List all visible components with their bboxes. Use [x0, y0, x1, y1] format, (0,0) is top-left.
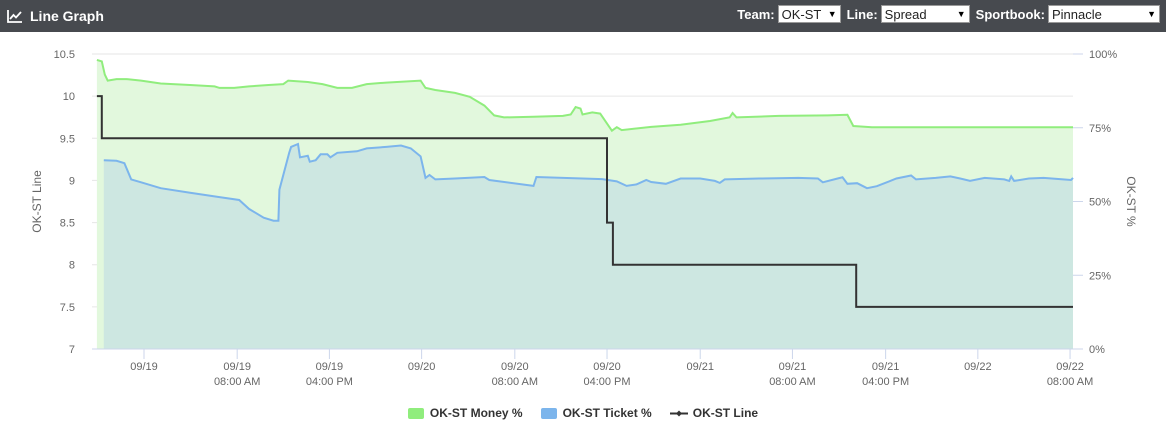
x-axis-tick-label: 09/21 [686, 361, 714, 373]
money-line [96, 58, 1073, 133]
spread-line [96, 95, 1073, 308]
title-area: Line Graph [7, 0, 104, 32]
legend-label-line: OK-ST Line [692, 406, 759, 420]
left-axis-tick-label: 9.5 [60, 133, 75, 145]
ticket-area [103, 144, 1074, 349]
team-select[interactable]: OK-ST ▼ [777, 5, 841, 23]
x-axis-tick-label: 09/22 [964, 361, 992, 373]
team-label: Team: [737, 6, 775, 22]
left-axis-tick-label: 8 [69, 260, 75, 272]
sportbook-select-value: Pinnacle [1052, 6, 1102, 22]
x-axis-tick-label: 04:00 PM [583, 376, 630, 388]
page-title: Line Graph [30, 8, 104, 24]
legend-item-ticket[interactable]: OK-ST Ticket % [540, 406, 652, 420]
legend-label-money: OK-ST Money % [429, 406, 523, 420]
sportbook-select[interactable]: Pinnacle ▼ [1048, 5, 1160, 23]
x-axis-tick-label: 09/19 [223, 361, 251, 373]
line-label: Line: [846, 6, 878, 22]
left-axis-tick-label: 10.5 [54, 49, 75, 61]
x-axis-tick-label: 09/20 [408, 361, 436, 373]
team-select-value: OK-ST [781, 6, 822, 22]
line-graph-chart: 10.5 10 9.5 9 8.5 8 7.5 7 100% 75% 50% 25% 0% 09/19 09… [30, 49, 1138, 388]
left-axis-tick-label: 7.5 [60, 302, 75, 314]
left-axis-tick-label: 8.5 [60, 218, 75, 230]
right-axis-title: OK-ST % [1124, 176, 1138, 227]
line-chart-icon [7, 9, 22, 23]
left-axis-tick-label: 9 [69, 175, 75, 187]
header-bar: Line Graph Team: OK-ST ▼ Line: Spread ▼ … [0, 0, 1166, 32]
legend-swatch-ticket [540, 407, 557, 419]
line-select[interactable]: Spread ▼ [880, 5, 970, 23]
right-axis-tick-label: 75% [1089, 123, 1111, 135]
sportbook-label: Sportbook: [975, 6, 1045, 22]
line-select-value: Spread [884, 6, 927, 22]
x-axis-tick-label: 09/21 [779, 361, 807, 373]
chart-controls: Team: OK-ST ▼ Line: Spread ▼ Sportbook: … [731, 5, 1160, 23]
x-axis-tick-label: 09/19 [130, 361, 158, 373]
left-axis-title: OK-ST Line [30, 170, 44, 233]
x-axis-tick-label: 09/20 [593, 361, 621, 373]
chart-legend: OK-ST Money % OK-ST Ticket % OK-ST Line [0, 406, 1166, 420]
right-axis-tick-label: 50% [1089, 197, 1111, 209]
chevron-down-icon: ▼ [827, 9, 837, 19]
x-axis-tick-label: 09/22 [1056, 361, 1084, 373]
x-axis-tick-label: 08:00 AM [769, 376, 815, 388]
ticket-line [103, 142, 1074, 222]
x-axis-tick-label: 08:00 AM [492, 376, 538, 388]
legend-label-ticket: OK-ST Ticket % [562, 406, 652, 420]
x-axis-tick-label: 04:00 PM [862, 376, 909, 388]
x-axis-tick-label: 09/20 [501, 361, 529, 373]
legend-line-symbol [669, 410, 688, 416]
x-axis-tick-label: 09/19 [316, 361, 344, 373]
legend-swatch-money [407, 407, 424, 419]
x-axis-tick-label: 09/21 [872, 361, 900, 373]
legend-item-money[interactable]: OK-ST Money % [407, 406, 523, 420]
chevron-down-icon: ▼ [1147, 9, 1156, 19]
left-axis-tick-label: 10 [63, 91, 75, 103]
right-axis-tick-label: 25% [1089, 270, 1111, 282]
right-axis-tick-label: 100% [1089, 49, 1117, 61]
x-axis-tick-label: 08:00 AM [1047, 376, 1093, 388]
chevron-down-icon: ▼ [956, 9, 966, 19]
x-axis-tick-label: 08:00 AM [214, 376, 260, 388]
legend-item-line[interactable]: OK-ST Line [669, 406, 759, 420]
x-axis-tick-label: 04:00 PM [306, 376, 353, 388]
right-axis-tick-label: 0% [1089, 344, 1105, 356]
left-axis-tick-label: 7 [69, 344, 75, 356]
